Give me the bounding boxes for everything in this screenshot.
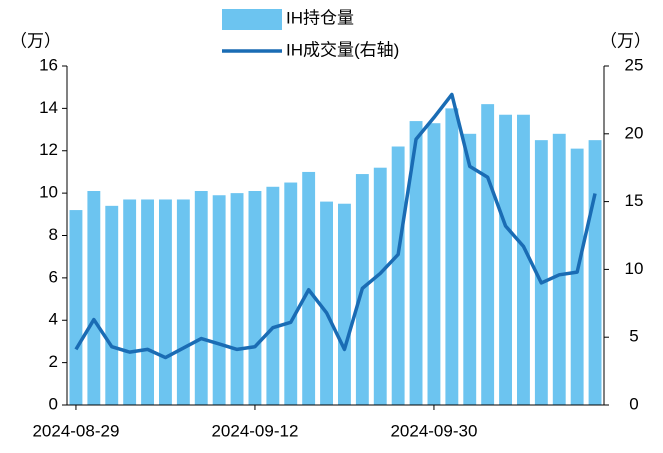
line <box>74 92 597 360</box>
y2-tick-label: 5 <box>629 327 638 346</box>
x-tick-label: 2024-08-29 <box>32 421 119 440</box>
legend-label: IH成交量(右轴) <box>286 40 399 59</box>
bar <box>266 186 280 405</box>
bar <box>105 205 119 405</box>
bar <box>141 199 154 405</box>
y-tick-label: 14 <box>39 98 58 117</box>
y-tick-label: 10 <box>39 183 58 202</box>
bar <box>427 123 441 406</box>
bar <box>338 203 351 405</box>
bar <box>499 114 512 405</box>
y-tick-label: 0 <box>49 394 58 413</box>
y2-unit: （万） <box>600 31 651 50</box>
y-tick-label: 6 <box>49 267 58 286</box>
bar <box>588 140 602 405</box>
bar <box>409 121 423 406</box>
bar <box>534 140 548 405</box>
y-tick-label: 4 <box>49 310 58 329</box>
y2-tick-label: 15 <box>625 191 644 210</box>
bar <box>248 191 262 405</box>
bar <box>87 191 101 405</box>
y2-tick-label: 0 <box>629 394 638 413</box>
bar <box>176 199 190 405</box>
x-tick-label: 2024-09-12 <box>211 421 298 440</box>
y2-tick-label: 20 <box>625 123 644 142</box>
y-tick-label: 12 <box>39 140 58 159</box>
y-tick-label: 16 <box>39 55 58 74</box>
y-tick-label: 8 <box>49 225 58 244</box>
bar <box>391 146 405 405</box>
x-tick-label: 2024-09-30 <box>390 421 477 440</box>
y-unit: （万） <box>10 31 61 50</box>
bar <box>159 199 172 405</box>
bar <box>373 167 387 405</box>
bar <box>69 210 83 405</box>
legend-swatch <box>222 9 282 30</box>
bar <box>123 199 137 405</box>
bar <box>284 182 298 405</box>
legend-label: IH持仓量 <box>286 8 354 27</box>
y-tick-label: 2 <box>49 352 58 371</box>
bar <box>212 195 226 405</box>
bar <box>517 114 530 405</box>
bar <box>570 148 584 405</box>
bar <box>552 133 566 406</box>
bar <box>481 104 495 405</box>
bar <box>230 193 244 405</box>
bar <box>463 133 477 406</box>
bar <box>445 108 459 405</box>
y2-tick-label: 25 <box>625 55 644 74</box>
y2-tick-label: 10 <box>625 259 644 278</box>
bar <box>320 201 333 405</box>
bar <box>194 191 208 405</box>
